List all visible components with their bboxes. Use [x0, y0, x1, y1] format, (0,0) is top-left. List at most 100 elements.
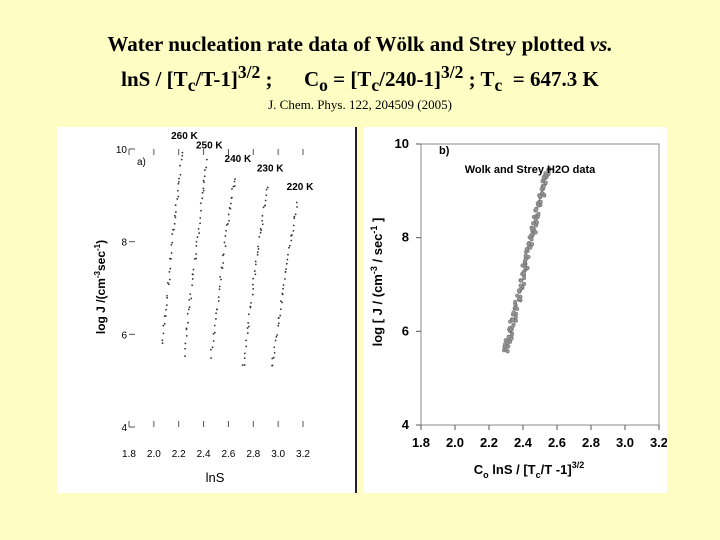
data-point — [264, 199, 267, 202]
panel-a-label: a) — [137, 157, 146, 168]
data-point — [195, 240, 198, 243]
data-point — [517, 296, 522, 301]
data-point — [213, 324, 216, 327]
data-point — [216, 308, 219, 311]
data-point — [201, 191, 204, 194]
title-vs: vs. — [589, 32, 613, 56]
data-point — [174, 216, 177, 219]
data-point — [511, 310, 516, 315]
data-point — [202, 189, 205, 192]
title-sub: o — [319, 75, 328, 96]
data-point — [198, 232, 201, 234]
data-point — [284, 278, 286, 280]
data-point — [170, 243, 173, 246]
data-point — [273, 351, 276, 354]
y-tick-label: 6 — [121, 330, 127, 341]
data-point — [531, 221, 536, 226]
data-point — [199, 222, 201, 225]
data-point — [522, 281, 527, 287]
data-point — [228, 219, 230, 222]
data-point — [200, 209, 202, 212]
data-point — [222, 253, 225, 256]
data-point — [205, 166, 208, 169]
data-point — [197, 228, 200, 230]
data-point — [202, 187, 205, 190]
data-point — [281, 301, 283, 304]
x-tick-label: 3.2 — [296, 449, 310, 460]
data-point — [259, 231, 262, 234]
data-point — [217, 300, 220, 302]
data-point — [277, 317, 280, 319]
data-point — [241, 364, 244, 367]
panel-b-ylabel: log [ J / (cm-3 / sec-1 ] — [369, 218, 385, 347]
data-point — [290, 239, 293, 242]
data-point — [510, 332, 515, 337]
series-label: 240 K — [225, 154, 252, 165]
data-point — [173, 222, 176, 225]
data-point — [227, 213, 230, 216]
data-point — [247, 325, 250, 328]
data-point — [170, 257, 172, 260]
data-point — [284, 270, 287, 273]
data-point — [171, 241, 174, 244]
x-tick-label: 2.8 — [246, 449, 260, 460]
x-tick-label: 1.8 — [412, 435, 430, 450]
data-point — [169, 267, 172, 270]
data-point — [511, 322, 516, 327]
data-point — [261, 219, 264, 222]
data-point — [538, 194, 543, 199]
data-point — [195, 245, 198, 247]
data-point — [167, 283, 170, 286]
data-point — [254, 260, 257, 263]
data-point — [218, 288, 221, 291]
slide-title-line1: Water nucleation rate data of Wölk and S… — [0, 32, 720, 57]
data-point — [174, 204, 177, 207]
data-point — [188, 306, 191, 309]
data-point — [519, 278, 524, 283]
data-point — [185, 327, 188, 330]
data-point — [217, 296, 220, 298]
title-sub: c — [494, 75, 503, 96]
data-point — [163, 322, 166, 325]
data-point — [184, 355, 186, 358]
data-point — [538, 199, 543, 204]
data-point — [189, 293, 192, 296]
data-point — [195, 253, 198, 255]
x-tick-label: 2.6 — [548, 435, 566, 450]
data-point — [543, 171, 548, 176]
data-point — [184, 347, 186, 350]
data-point — [162, 324, 165, 327]
y-tick-label: 4 — [402, 417, 410, 432]
x-tick-label: 2.4 — [514, 435, 533, 450]
data-point — [292, 229, 295, 232]
data-point — [251, 283, 254, 286]
data-point — [277, 322, 280, 325]
data-point — [178, 177, 180, 180]
data-point — [170, 252, 173, 254]
title-part: = [T — [327, 67, 372, 91]
data-point — [277, 324, 280, 327]
x-tick-label: 2.0 — [147, 449, 161, 460]
data-point — [534, 207, 539, 212]
data-point — [258, 235, 261, 238]
data-point — [223, 241, 226, 244]
panel-b: 1.8 2.0 2.2 2.4 2.6 2.8 3.0 3.2 4 6 8 10 b) Wolk an… — [364, 127, 668, 493]
title-sub: c — [187, 75, 196, 96]
data-point — [293, 215, 296, 218]
data-point — [249, 305, 252, 308]
data-point — [224, 235, 227, 237]
data-point — [513, 318, 518, 323]
y-tick-label: 10 — [116, 145, 128, 156]
x-tick-label: 2.8 — [582, 435, 600, 450]
data-point — [188, 298, 191, 301]
data-point — [506, 334, 511, 339]
data-point — [261, 214, 264, 217]
data-point — [279, 308, 282, 311]
data-point — [251, 293, 254, 296]
panel-a-ylabel: log J /(cm-3sec-1) — [93, 240, 108, 334]
title-part: /T-1] — [195, 67, 238, 91]
series-label: 250 K — [196, 140, 223, 151]
data-point — [288, 246, 290, 249]
data-point — [250, 301, 252, 304]
